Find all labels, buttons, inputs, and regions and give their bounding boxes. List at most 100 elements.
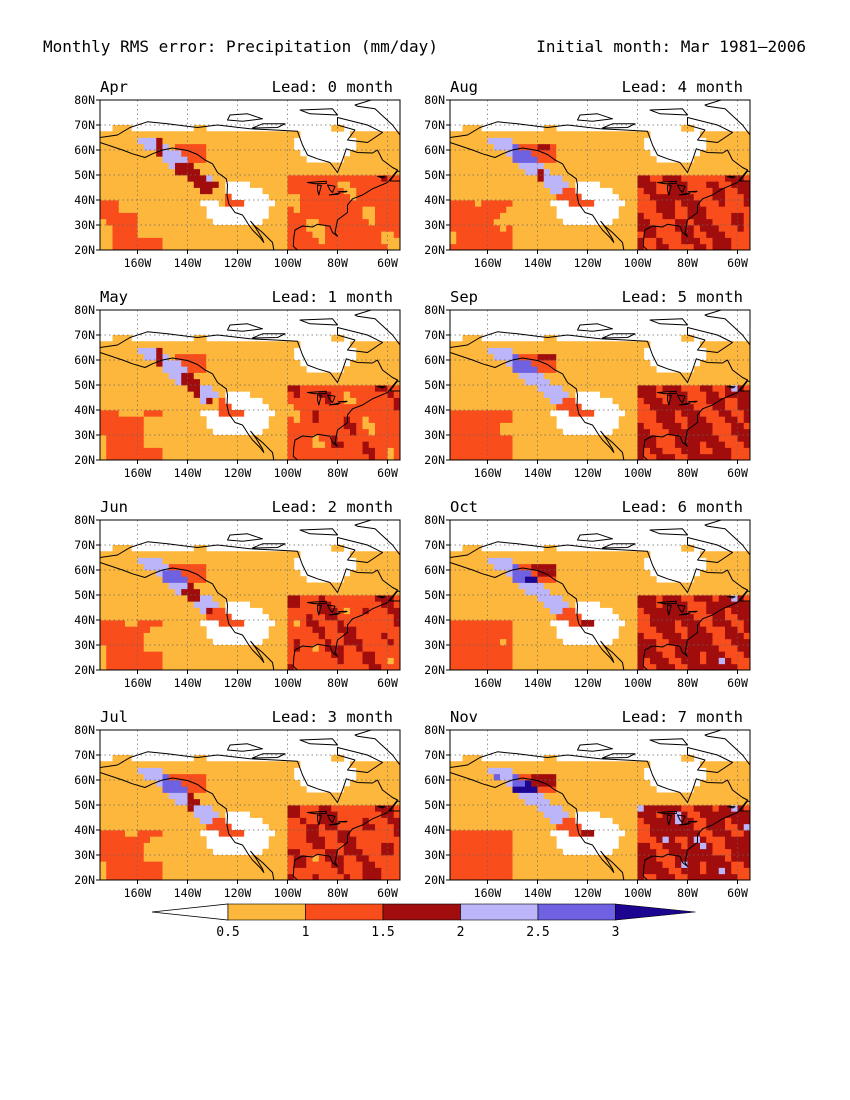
- coastlines: [450, 730, 750, 880]
- lon-tick-label: 80W: [327, 886, 348, 900]
- lon-tick-label: 80W: [677, 886, 698, 900]
- coastlines: [450, 310, 750, 460]
- lat-tick-label: 20N: [424, 873, 445, 887]
- lon-tick-label: 120W: [574, 676, 602, 690]
- map-panel-aug: 160W 140W 120W 100W 80W 60W 20N 30N 40N 50N 60N 70N…: [424, 78, 751, 270]
- lat-tick-label: 40N: [74, 403, 95, 417]
- colorbar-segment: [227, 903, 306, 921]
- lon-tick-label: 80W: [327, 676, 348, 690]
- lon-tick-label: 140W: [174, 886, 202, 900]
- lat-tick-label: 70N: [74, 538, 95, 552]
- panel-month-label: Oct: [450, 498, 478, 516]
- panel-month-label: Jun: [100, 498, 128, 516]
- lat-tick-label: 80N: [74, 513, 95, 527]
- precip-rms-field: [450, 125, 750, 250]
- lat-tick-label: 70N: [74, 118, 95, 132]
- panel-month-label: May: [100, 288, 128, 306]
- lon-tick-label: 80W: [677, 466, 698, 480]
- panel-month-label: Aug: [450, 78, 478, 96]
- lon-tick-label: 140W: [174, 676, 202, 690]
- coastlines: [100, 310, 400, 460]
- panel-lead-label: Lead: 2 month: [272, 498, 393, 516]
- lon-tick-label: 60W: [727, 466, 748, 480]
- map-panel-nov: 160W 140W 120W 100W 80W 60W 20N 30N 40N 50N 60N 70N…: [424, 708, 751, 900]
- panel-lead-label: Lead: 1 month: [272, 288, 393, 306]
- colorbar-segment-low: [151, 903, 229, 921]
- colorbar: 0.5 1 1.5 2 2.5 3: [151, 903, 696, 940]
- colorbar-segment: [382, 903, 461, 921]
- precip-rms-field: [100, 125, 400, 250]
- lon-tick-label: 120W: [224, 256, 252, 270]
- lat-tick-label: 50N: [424, 798, 445, 812]
- precip-rms-field: [450, 545, 750, 670]
- precip-rms-field: [100, 755, 400, 880]
- colorbar-segment: [537, 903, 616, 921]
- panel-month-label: Apr: [100, 78, 128, 96]
- lon-tick-label: 140W: [174, 466, 202, 480]
- lat-tick-label: 80N: [74, 723, 95, 737]
- lat-tick-label: 50N: [74, 168, 95, 182]
- map-panel-jun: 160W 140W 120W 100W 80W 60W 20N 30N 40N 50N 60N 70N…: [74, 498, 401, 690]
- lat-tick-label: 50N: [424, 168, 445, 182]
- lat-tick-label: 70N: [74, 748, 95, 762]
- lon-tick-label: 60W: [377, 256, 398, 270]
- panel-lead-label: Lead: 0 month: [272, 78, 393, 96]
- lat-tick-label: 50N: [74, 798, 95, 812]
- coastlines: [100, 730, 400, 880]
- map-panel-jul: 160W 140W 120W 100W 80W 60W 20N 30N 40N 50N 60N 70N…: [74, 708, 401, 900]
- lat-tick-label: 80N: [424, 513, 445, 527]
- map-panel-apr: 160W 140W 120W 100W 80W 60W 20N 30N 40N 50N 60N 70N…: [74, 78, 401, 270]
- lon-tick-label: 80W: [677, 676, 698, 690]
- lon-tick-label: 100W: [274, 466, 302, 480]
- panel-lead-label: Lead: 7 month: [622, 708, 743, 726]
- precip-rms-field: [450, 755, 750, 880]
- lon-tick-label: 60W: [727, 676, 748, 690]
- lat-tick-label: 70N: [424, 748, 445, 762]
- lon-tick-label: 160W: [124, 256, 152, 270]
- lon-tick-label: 60W: [377, 886, 398, 900]
- lat-tick-label: 20N: [424, 453, 445, 467]
- lat-tick-label: 80N: [74, 93, 95, 107]
- lon-tick-label: 160W: [124, 466, 152, 480]
- lat-tick-label: 50N: [74, 378, 95, 392]
- lat-tick-label: 30N: [74, 638, 95, 652]
- lat-tick-label: 30N: [424, 428, 445, 442]
- coastlines: [100, 520, 400, 670]
- precip-rms-field: [100, 335, 400, 460]
- lon-tick-label: 140W: [524, 886, 552, 900]
- lon-tick-label: 100W: [624, 256, 652, 270]
- lat-tick-label: 20N: [424, 243, 445, 257]
- lon-tick-label: 140W: [174, 256, 202, 270]
- lon-tick-label: 140W: [524, 466, 552, 480]
- colorbar-label: 2.5: [526, 925, 549, 940]
- panel-month-label: Jul: [100, 708, 128, 726]
- colorbar-label: 1.5: [371, 925, 394, 940]
- panel-lead-label: Lead: 6 month: [622, 498, 743, 516]
- lon-tick-label: 160W: [474, 676, 502, 690]
- map-panel-may: 160W 140W 120W 100W 80W 60W 20N 30N 40N 50N 60N 70N…: [74, 288, 401, 480]
- lat-tick-label: 20N: [74, 873, 95, 887]
- lat-tick-label: 80N: [424, 723, 445, 737]
- lon-tick-label: 120W: [574, 256, 602, 270]
- figure-title: Monthly RMS error: Precipitation (mm/day…: [43, 37, 438, 56]
- panel-lead-label: Lead: 4 month: [622, 78, 743, 96]
- initial-month-label: Initial month: Mar 1981–2006: [536, 37, 806, 56]
- lat-tick-label: 60N: [74, 143, 95, 157]
- lat-tick-label: 30N: [74, 218, 95, 232]
- coastlines: [450, 520, 750, 670]
- lon-tick-label: 120W: [224, 886, 252, 900]
- lat-tick-label: 50N: [74, 588, 95, 602]
- lat-tick-label: 50N: [424, 378, 445, 392]
- lat-tick-label: 40N: [424, 193, 445, 207]
- lon-tick-label: 160W: [124, 676, 152, 690]
- lat-tick-label: 70N: [74, 328, 95, 342]
- lon-tick-label: 160W: [474, 466, 502, 480]
- lon-tick-label: 80W: [677, 256, 698, 270]
- colorbar-segment: [305, 903, 384, 921]
- lat-tick-label: 30N: [424, 848, 445, 862]
- colorbar-label: 3: [612, 925, 620, 940]
- colorbar-label: 2: [457, 925, 465, 940]
- lat-tick-label: 20N: [74, 453, 95, 467]
- lon-tick-label: 100W: [274, 886, 302, 900]
- lat-tick-label: 40N: [424, 403, 445, 417]
